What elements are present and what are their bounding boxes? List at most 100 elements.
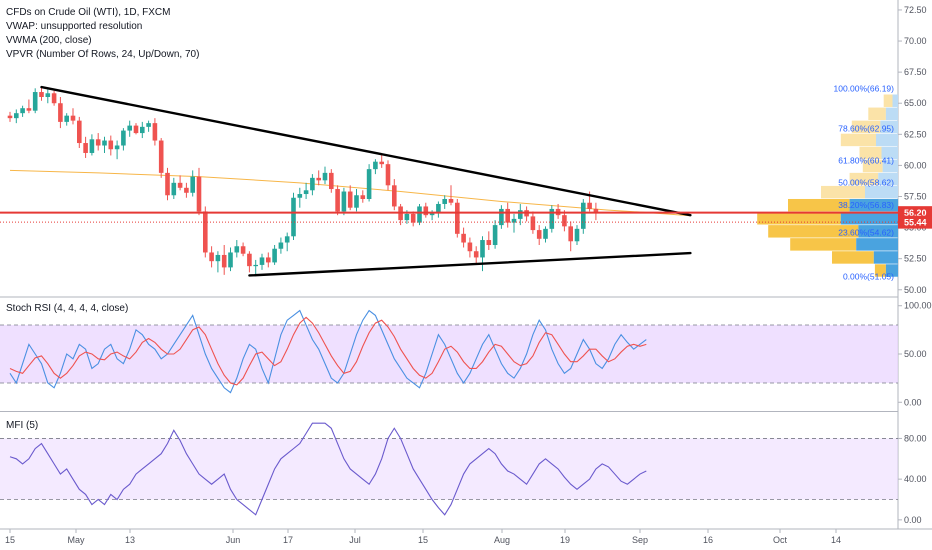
candle-body <box>278 242 284 249</box>
time-tick-label: Jun <box>226 535 241 545</box>
volume-profile-up <box>788 198 850 212</box>
candle-body <box>518 210 523 219</box>
volume-profile-down <box>865 185 898 199</box>
time-tick-label: 13 <box>125 535 135 545</box>
series-line-mfi <box>9 422 647 516</box>
price-axis[interactable]: 50.0052.5055.0057.5060.0062.5065.0067.50… <box>898 5 927 295</box>
candle-body <box>379 161 384 165</box>
candle-body <box>20 108 25 114</box>
volume-profile-up <box>859 146 882 160</box>
volume-profile-up <box>757 212 841 225</box>
volume-profile-up <box>851 120 881 134</box>
indicator-tick-label: 50.00 <box>904 349 927 359</box>
candle-body <box>58 103 63 122</box>
candle-body <box>247 253 252 267</box>
fib-level-label: 50.00%(58.62) <box>838 178 894 188</box>
candle-body <box>297 194 303 198</box>
time-axis[interactable]: 15 May 13 Jun 17 Jul 15 Aug 19 Sep 16 Oct 14 <box>5 529 841 545</box>
candle-body <box>347 191 353 208</box>
volume-profile-up <box>862 159 883 173</box>
candle-body <box>146 123 151 127</box>
candle-body <box>492 225 498 246</box>
price-tick-label: 57.50 <box>904 192 927 202</box>
volume-profile-down <box>876 133 898 147</box>
candle-body <box>83 143 88 153</box>
candle-body <box>14 113 19 119</box>
fib-level-label: 23.60%(54.62) <box>838 227 894 237</box>
candle-body <box>461 233 466 243</box>
stoch-rsi-title[interactable]: Stoch RSI (4, 4, 4, 4, close) <box>6 303 129 314</box>
candle-body <box>215 254 221 262</box>
candle-body <box>190 176 195 193</box>
candle-body <box>89 139 95 153</box>
legend-vwma[interactable]: VWMA (200, close) <box>6 35 92 46</box>
candle-body <box>360 195 366 199</box>
time-tick-label: Sep <box>632 535 648 545</box>
candle-body <box>455 202 460 234</box>
candle-body <box>152 123 158 141</box>
volume-profile-up <box>790 238 857 251</box>
series-line-d <box>9 316 647 386</box>
legend-vwap[interactable]: VWAP: unsupported resolution <box>6 21 143 32</box>
candle-body <box>429 212 435 216</box>
candle-body <box>203 211 208 253</box>
indicator-tick-label: 0.00 <box>904 397 922 407</box>
candle-body <box>221 254 227 268</box>
trendlines <box>40 85 692 277</box>
band-fill <box>0 438 898 500</box>
candle-body <box>196 176 202 212</box>
current-price-tag-label: 56.20 <box>904 208 927 218</box>
vwma-layer <box>9 169 691 217</box>
price-tick-label: 52.50 <box>904 254 927 264</box>
candle-body <box>543 228 548 239</box>
candle-body <box>266 257 271 263</box>
time-tick-label: 19 <box>560 535 570 545</box>
legend-title[interactable]: CFDs on Crude Oil (WTI), 1D, FXCM <box>6 7 171 18</box>
secondary-price-tag-label: 55.44 <box>904 218 927 228</box>
candle-body <box>366 169 372 199</box>
candle-body <box>329 172 334 190</box>
price-tick-label: 67.50 <box>904 67 927 77</box>
volume-profile-down <box>840 212 898 225</box>
volume-profile-down <box>892 94 898 107</box>
candle-body <box>177 182 183 188</box>
candle-body <box>7 115 13 119</box>
candle-body <box>140 126 145 134</box>
candle-body <box>473 251 479 258</box>
candle-body <box>335 189 340 212</box>
candle-body <box>45 93 51 98</box>
legend-vpvr[interactable]: VPVR (Number Of Rows, 24, Up/Down, 70) <box>6 49 200 60</box>
indicator-tick-label: 0.00 <box>904 515 922 525</box>
candle-body <box>253 264 258 267</box>
vwma-line <box>9 169 691 217</box>
price-tick-label: 72.50 <box>904 5 927 15</box>
candle-body <box>373 161 378 170</box>
time-tick-label: May <box>67 535 85 545</box>
candle-body <box>511 218 517 223</box>
volume-profile-down <box>856 238 898 251</box>
price-lines <box>0 211 898 223</box>
candle-body <box>587 202 592 209</box>
secondary-price-tag <box>898 215 932 229</box>
candle-body <box>467 242 473 252</box>
time-tick-label: 15 <box>418 535 428 545</box>
candle-body <box>284 236 290 243</box>
candle-body <box>536 230 542 239</box>
volume-profile-down <box>885 264 898 277</box>
indicator-tick-label: 100.00 <box>904 301 932 311</box>
time-tick-label: Aug <box>494 535 510 545</box>
candle-body <box>354 195 359 208</box>
candle-body <box>436 203 441 213</box>
candle-body <box>77 120 82 144</box>
time-tick-label: Jul <box>349 535 361 545</box>
candle-body <box>108 140 114 150</box>
trendline <box>248 251 692 277</box>
indicator-tick-label: 40.00 <box>904 474 927 484</box>
fib-level-label: 38.20%(56.83) <box>838 200 894 210</box>
candle-body <box>499 208 504 226</box>
volume-profile-down <box>882 159 898 173</box>
price-tick-label: 62.50 <box>904 129 927 139</box>
candle-body <box>272 248 277 263</box>
mfi-title[interactable]: MFI (5) <box>6 420 39 431</box>
